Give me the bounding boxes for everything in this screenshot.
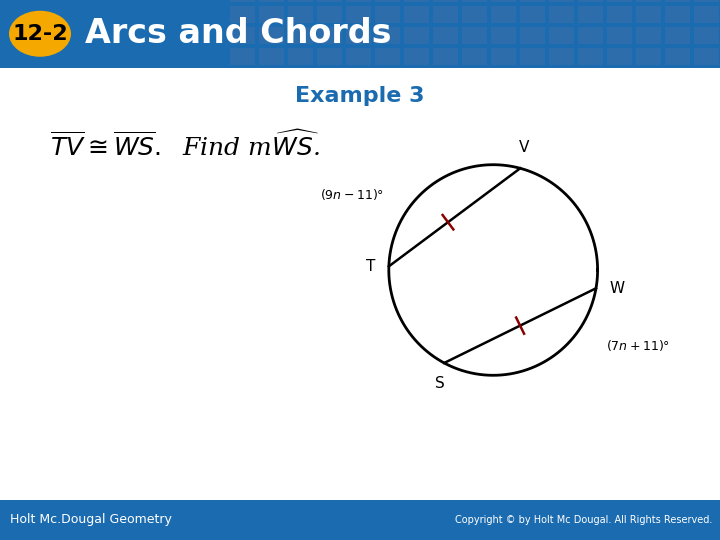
Text: $(7n+11)°$: $(7n+11)°$: [606, 339, 670, 353]
Text: Holt Mc.Dougal Geometry: Holt Mc.Dougal Geometry: [10, 513, 172, 526]
Bar: [346, 5, 371, 23]
Bar: [288, 5, 313, 23]
Bar: [230, 48, 255, 64]
Bar: [607, 0, 632, 2]
Bar: [433, 0, 458, 2]
Text: S: S: [436, 376, 445, 391]
Text: W: W: [609, 281, 624, 296]
Bar: [375, 5, 400, 23]
Bar: [375, 26, 400, 44]
Bar: [375, 48, 400, 64]
Bar: [694, 48, 719, 64]
Bar: [0, 0, 720, 68]
Bar: [346, 26, 371, 44]
Bar: [578, 26, 603, 44]
Bar: [317, 26, 342, 44]
Bar: [694, 0, 719, 2]
Bar: [694, 5, 719, 23]
Bar: [636, 26, 661, 44]
Bar: [665, 48, 690, 64]
Bar: [636, 48, 661, 64]
Bar: [520, 48, 545, 64]
Bar: [259, 48, 284, 64]
Text: 12-2: 12-2: [12, 24, 68, 44]
Bar: [520, 5, 545, 23]
Bar: [404, 5, 429, 23]
Bar: [491, 48, 516, 64]
Bar: [520, 26, 545, 44]
Bar: [404, 48, 429, 64]
Bar: [404, 0, 429, 2]
Bar: [462, 26, 487, 44]
Bar: [462, 0, 487, 2]
Text: V: V: [519, 140, 529, 156]
Bar: [462, 48, 487, 64]
Bar: [607, 48, 632, 64]
Text: Arcs and Chords: Arcs and Chords: [85, 17, 392, 50]
Bar: [433, 5, 458, 23]
Bar: [520, 0, 545, 2]
Bar: [259, 26, 284, 44]
Bar: [346, 48, 371, 64]
Text: Copyright © by Holt Mc Dougal. All Rights Reserved.: Copyright © by Holt Mc Dougal. All Right…: [454, 515, 712, 525]
Bar: [491, 5, 516, 23]
Bar: [375, 0, 400, 2]
Bar: [549, 26, 574, 44]
Bar: [665, 26, 690, 44]
Bar: [578, 0, 603, 2]
Bar: [694, 26, 719, 44]
Bar: [433, 26, 458, 44]
Text: $\overline{TV} \cong \overline{WS}.$  Find m$\widehat{WS}$.: $\overline{TV} \cong \overline{WS}.$ Fin…: [50, 130, 320, 161]
Bar: [462, 5, 487, 23]
Bar: [578, 48, 603, 64]
Bar: [665, 0, 690, 2]
Bar: [230, 26, 255, 44]
Bar: [288, 0, 313, 2]
Bar: [0, 500, 720, 540]
Bar: [346, 0, 371, 2]
Bar: [433, 48, 458, 64]
Bar: [636, 0, 661, 2]
Bar: [636, 5, 661, 23]
Text: T: T: [366, 259, 376, 274]
Text: Example 3: Example 3: [295, 85, 425, 105]
Bar: [607, 26, 632, 44]
Bar: [491, 26, 516, 44]
Ellipse shape: [9, 11, 71, 57]
Bar: [607, 5, 632, 23]
Bar: [317, 48, 342, 64]
Bar: [230, 0, 255, 2]
Bar: [404, 26, 429, 44]
Text: $(9n-11)°$: $(9n-11)°$: [320, 187, 384, 201]
Bar: [288, 26, 313, 44]
Bar: [317, 0, 342, 2]
Bar: [230, 5, 255, 23]
Bar: [549, 5, 574, 23]
Bar: [317, 5, 342, 23]
Bar: [549, 48, 574, 64]
Bar: [259, 0, 284, 2]
Bar: [491, 0, 516, 2]
Bar: [578, 5, 603, 23]
Bar: [288, 48, 313, 64]
Bar: [549, 0, 574, 2]
Bar: [259, 5, 284, 23]
Bar: [665, 5, 690, 23]
